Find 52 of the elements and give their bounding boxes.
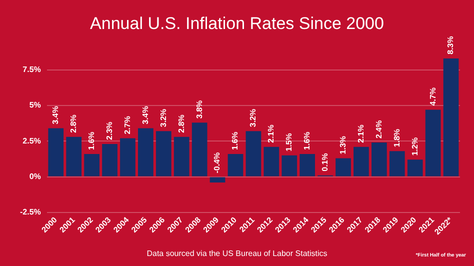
data-label: 1.8%	[392, 128, 402, 148]
bar	[300, 154, 316, 176]
bar	[102, 144, 118, 176]
data-label: 2.7%	[122, 116, 132, 134]
bar	[389, 151, 405, 176]
bar	[282, 155, 298, 176]
bar	[138, 128, 154, 176]
bar	[443, 58, 459, 176]
bar	[192, 122, 208, 176]
bar	[156, 131, 172, 176]
data-label: 1.6%	[302, 132, 312, 150]
bar	[84, 154, 100, 176]
data-label: 8.3%	[446, 36, 456, 54]
data-label: 1.3%	[338, 136, 348, 154]
bar	[174, 136, 190, 176]
y-tick-label: 0%	[29, 172, 41, 181]
data-label: 1.6%	[87, 132, 96, 150]
data-label: 2.8%	[176, 114, 186, 133]
bar	[336, 158, 351, 176]
data-label: 2.8%	[69, 114, 78, 133]
y-tick-label: 5%	[29, 100, 41, 110]
bar	[66, 136, 82, 176]
bar	[407, 160, 423, 176]
data-label: 1.5%	[284, 133, 294, 152]
bar	[210, 177, 226, 182]
data-label: 3.8%	[194, 100, 204, 119]
data-label: -0.4%	[212, 152, 222, 174]
data-label: 3.4%	[51, 106, 60, 124]
data-label: 3.4%	[140, 106, 150, 124]
data-label: 2.3%	[104, 122, 114, 140]
bar	[354, 146, 369, 176]
bar	[246, 131, 262, 176]
bar	[48, 128, 64, 176]
data-label: 3.2%	[158, 108, 168, 128]
bar	[372, 142, 387, 176]
data-label: 2.1%	[356, 124, 366, 143]
data-label: 2.4%	[374, 120, 384, 139]
data-label: 4.7%	[428, 88, 438, 106]
bar	[228, 154, 244, 176]
bar	[120, 138, 136, 176]
y-tick-label: -2.5%	[20, 208, 41, 217]
bar	[264, 146, 280, 176]
y-tick-label: 2.5%	[22, 136, 41, 146]
data-label: 2.1%	[266, 124, 276, 143]
data-label: 0.1%	[320, 153, 330, 172]
text: Data sourced via the US Bureau of Labor Statistics	[146, 249, 328, 258]
y-tick-label: 7.5%	[22, 65, 41, 74]
bar	[425, 110, 441, 176]
data-label: 1.2%	[410, 137, 420, 156]
data-label: 1.6%	[230, 132, 240, 150]
chart-title: Annual U.S. Inflation Rates Since 2000	[90, 14, 384, 33]
data-label: 3.2%	[248, 108, 258, 128]
